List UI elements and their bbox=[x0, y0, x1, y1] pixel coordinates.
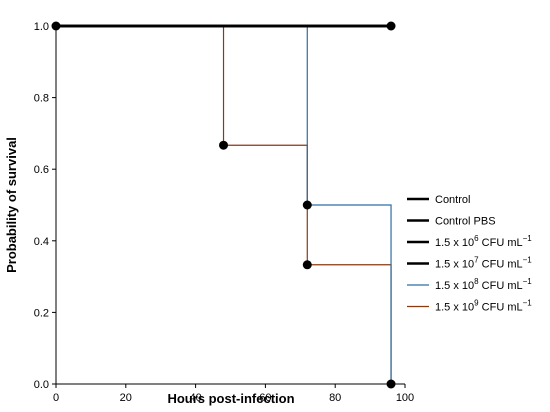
x-tick-label: 0 bbox=[53, 392, 59, 404]
y-tick-label: 1.0 bbox=[34, 21, 49, 33]
legend-label: 1.5 x 106 CFU mL−1 bbox=[435, 234, 532, 249]
data-point-marker bbox=[386, 21, 396, 31]
data-point-marker bbox=[302, 260, 312, 270]
legend-label: 1.5 x 109 CFU mL−1 bbox=[435, 299, 532, 314]
plot-area bbox=[51, 21, 396, 389]
y-tick-label: 0.8 bbox=[34, 93, 49, 105]
x-tick-label: 60 bbox=[259, 392, 271, 404]
y-tick-label: 0.2 bbox=[34, 307, 49, 319]
y-axis-title: Probability of survival bbox=[4, 137, 19, 273]
legend-label: 1.5 x 107 CFU mL−1 bbox=[435, 256, 532, 271]
y-tick-label: 0.4 bbox=[34, 236, 49, 248]
x-tick-label: 40 bbox=[189, 392, 201, 404]
x-tick-label: 20 bbox=[120, 392, 132, 404]
x-axis-title: Hours post-infection bbox=[167, 391, 294, 406]
legend: Control Control PBS 1.5 x 106 CFU mL−1 1.5 … bbox=[407, 194, 532, 314]
axes bbox=[55, 26, 405, 385]
data-point-marker bbox=[219, 140, 229, 150]
ticks: 0 20 40 60 80 100 0.0 0.2 0.4 0.6 0.8 1.0 bbox=[34, 21, 414, 404]
data-point-marker bbox=[302, 200, 312, 210]
y-tick-label: 0.6 bbox=[34, 164, 49, 176]
legend-label: Control bbox=[435, 194, 470, 206]
legend-label: 1.5 x 108 CFU mL−1 bbox=[435, 277, 532, 292]
y-tick-label: 0.0 bbox=[34, 379, 49, 391]
x-tick-label: 100 bbox=[396, 392, 414, 404]
x-tick-label: 80 bbox=[329, 392, 341, 404]
legend-label: Control PBS bbox=[435, 216, 496, 228]
